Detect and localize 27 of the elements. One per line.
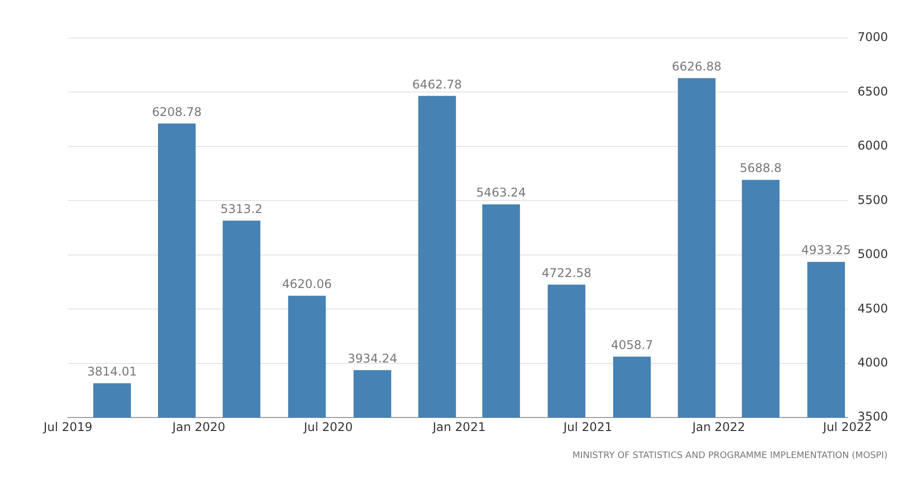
x-tick-label: Jul 2019: [42, 420, 92, 434]
data-label: 3814.01: [87, 364, 137, 379]
y-tick-label: 7000: [857, 30, 888, 44]
x-tick-label: Jul 2022: [822, 420, 872, 434]
x-tick-label: Jul 2020: [302, 420, 353, 434]
x-tick-label: Jan 2022: [691, 420, 746, 434]
data-label: 5463.24: [476, 186, 526, 200]
y-tick-label: 6000: [857, 138, 888, 153]
data-label: 5688.8: [740, 161, 782, 176]
data-label: 3934.24: [348, 352, 398, 366]
text: MINISTRY OF STATISTICS AND PROGRAMME IMPLEMENTATION (MOSPI): [572, 451, 888, 461]
data-label: 6626.88: [672, 59, 722, 74]
data-label: 5313.2: [220, 202, 263, 216]
x-tick-label: Jan 2021: [432, 420, 486, 434]
y-tick-label: 5000: [857, 247, 888, 262]
data-label: 4620.06: [282, 277, 332, 292]
data-label: 4933.25: [801, 243, 851, 258]
y-tick-label: 6500: [857, 84, 888, 98]
data-label: 4722.58: [542, 266, 592, 280]
y-tick-label: 4000: [857, 355, 888, 370]
y-tick-label: 4500: [857, 301, 888, 316]
data-label: 4058.7: [610, 338, 653, 352]
data-label: 6462.78: [412, 77, 462, 92]
x-tick-label: Jul 2021: [562, 420, 612, 434]
x-tick-label: Jan 2020: [171, 420, 226, 434]
data-label: 6208.78: [152, 104, 202, 119]
y-tick-label: 5500: [857, 192, 888, 207]
